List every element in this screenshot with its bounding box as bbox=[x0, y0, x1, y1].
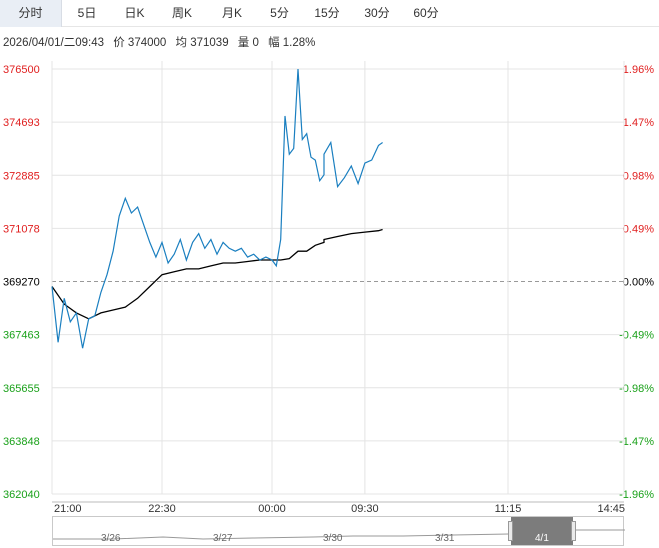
y-axis-left-label: 371078 bbox=[3, 223, 40, 235]
tab-daily-k[interactable]: 日K bbox=[124, 6, 145, 20]
x-axis-label: 09:30 bbox=[351, 503, 379, 515]
quote-price: 价 374000 bbox=[113, 37, 167, 49]
tab-intraday[interactable]: 分时 bbox=[0, 0, 62, 27]
y-axis-left-label: 376500 bbox=[3, 64, 40, 76]
navigator-date: 3/26 bbox=[101, 533, 121, 544]
y-axis-left-label: 363848 bbox=[3, 436, 40, 448]
x-axis-label: 14:45 bbox=[597, 503, 625, 515]
navigator-date: 3/27 bbox=[213, 533, 233, 544]
tab-weekly-k[interactable]: 周K bbox=[171, 6, 192, 20]
navigator-right-handle[interactable] bbox=[571, 521, 576, 541]
y-axis-right-label: 0.49% bbox=[623, 223, 654, 235]
quote-datetime: 2026/04/01/二09:43 bbox=[3, 37, 105, 49]
tab-60min[interactable]: 60分 bbox=[413, 6, 439, 20]
intraday-chart[interactable]: 376500 1.96% 374693 1.47% 372885 0.98% 371078 0… bbox=[0, 0, 659, 516]
y-axis-left-label: 367463 bbox=[3, 330, 40, 342]
y-axis-right-label: -1.96% bbox=[619, 489, 654, 501]
quote-average: 均 371039 bbox=[175, 37, 229, 49]
navigator-date: 4/1 bbox=[535, 533, 549, 544]
tab-monthly-k[interactable]: 月K bbox=[221, 6, 242, 20]
navigator-date: 3/31 bbox=[435, 533, 455, 544]
navigator-date: 3/30 bbox=[323, 533, 343, 544]
y-axis-left-label: 374693 bbox=[3, 117, 40, 129]
y-axis-right-label: 0.00% bbox=[623, 277, 654, 289]
tab-30min[interactable]: 30分 bbox=[364, 6, 390, 20]
y-axis-right-label: -0.49% bbox=[619, 330, 654, 342]
navigator-left-handle[interactable] bbox=[508, 521, 513, 541]
quote-volume: 量 0 bbox=[237, 37, 259, 49]
x-axis-label: 00:00 bbox=[258, 503, 286, 515]
x-axis-label: 21:00 bbox=[54, 503, 82, 515]
x-axis-label: 22:30 bbox=[148, 503, 176, 515]
price-line bbox=[51, 68, 383, 349]
y-axis-right-label: -0.98% bbox=[619, 383, 654, 395]
average-price-line bbox=[51, 228, 383, 320]
quote-info-bar: 2026/04/01/二09:43 价 374000 均 371039 量 0 … bbox=[3, 34, 321, 50]
tab-5day[interactable]: 5日 bbox=[77, 6, 97, 20]
x-axis-label: 11:15 bbox=[495, 503, 522, 515]
tab-15min[interactable]: 15分 bbox=[314, 6, 340, 20]
y-axis-right-label: 1.47% bbox=[623, 117, 654, 129]
y-axis-left-label: 362040 bbox=[3, 489, 40, 501]
y-axis-right-label: -1.47% bbox=[619, 436, 654, 448]
period-tabs: 分时 5日 日K 周K 月K 5分 15分 30分 60分 bbox=[0, 0, 659, 27]
y-axis-right-label: 1.96% bbox=[623, 64, 654, 76]
y-axis-left-label: 365655 bbox=[3, 383, 40, 395]
y-axis-left-label: 369270 bbox=[3, 277, 40, 289]
quote-change: 幅 1.28% bbox=[268, 37, 316, 49]
navigator-selection[interactable]: 4/1 bbox=[508, 517, 576, 545]
y-axis-right-label: 0.98% bbox=[623, 170, 654, 182]
tab-5min[interactable]: 5分 bbox=[270, 6, 289, 20]
y-axis-left-label: 372885 bbox=[3, 170, 40, 182]
time-navigator[interactable]: 3/26 3/27 3/30 3/31 4/1 bbox=[52, 516, 625, 546]
